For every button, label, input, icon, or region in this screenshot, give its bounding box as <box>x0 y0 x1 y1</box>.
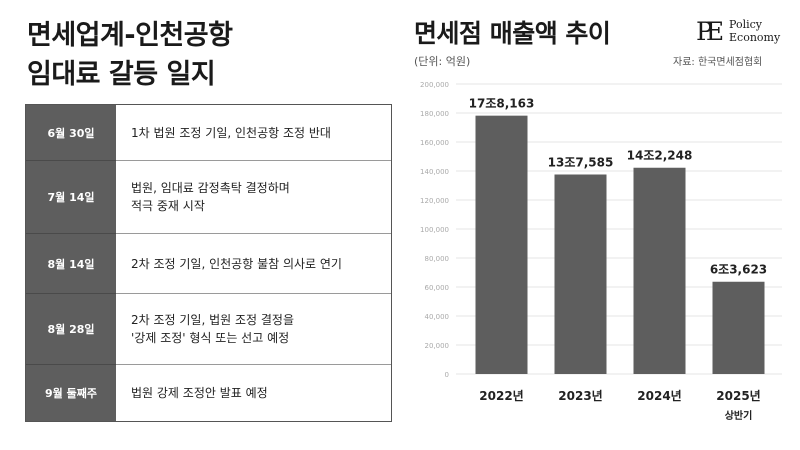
timeline-row: 7월 14일 법원, 임대료 감정촉탁 결정하며 적극 중재 시작 <box>26 161 391 234</box>
timeline-date: 6월 30일 <box>26 105 116 161</box>
y-tick-label: 200,000 <box>420 81 449 89</box>
timeline-desc-line: '강제 조정' 형식 또는 선고 예정 <box>131 331 290 345</box>
x-tick-label: 2023년 <box>558 389 602 403</box>
data-label: 14조2,248 <box>627 149 693 163</box>
timeline-date: 9월 둘째주 <box>26 365 116 421</box>
y-tick-label: 140,000 <box>420 168 449 176</box>
timeline-date: 7월 14일 <box>26 161 116 234</box>
y-tick-label: 40,000 <box>425 313 450 321</box>
data-label: 17조8,163 <box>469 97 535 111</box>
timeline-desc-line: 2차 조정 기일, 법원 조정 결정을 <box>131 313 295 327</box>
left-title-line-1: 면세업계-인천공항 <box>27 20 233 51</box>
y-tick-label: 60,000 <box>425 284 450 292</box>
timeline-table: 6월 30일 1차 법원 조정 기일, 인천공항 조정 반대 7월 14일 법원… <box>25 104 392 422</box>
logo-text-line-2: Economy <box>729 31 781 44</box>
y-tick-label: 80,000 <box>425 255 450 263</box>
bar <box>554 174 607 374</box>
chart-title: 면세점 매출액 추이 <box>414 19 611 48</box>
timeline-desc: 2차 조정 기일, 법원 조정 결정을 '강제 조정' 형식 또는 선고 예정 <box>116 294 391 365</box>
x-tick-label: 2022년 <box>479 389 523 403</box>
timeline-desc-line: 1차 법원 조정 기일, 인천공항 조정 반대 <box>131 125 331 140</box>
y-tick-label: 20,000 <box>425 342 450 350</box>
bar <box>475 115 528 375</box>
timeline-desc-line: 2차 조정 기일, 인천공항 불참 의사로 연기 <box>131 256 342 271</box>
source-label: 자료: 한국면세점협회 <box>673 57 763 68</box>
unit-label: (단위: 억원) <box>414 55 471 68</box>
timeline-row: 9월 둘째주 법원 강제 조정안 발표 예정 <box>26 365 391 421</box>
timeline-row: 8월 14일 2차 조정 기일, 인천공항 불참 의사로 연기 <box>26 234 391 294</box>
x-tick-label: 2025년 <box>716 389 760 403</box>
policy-economy-logo: PE Policy Economy <box>696 17 786 47</box>
timeline-desc-line: 법원 강제 조정안 발표 예정 <box>131 386 268 400</box>
y-tick-label: 180,000 <box>420 110 449 118</box>
y-tick-label: 120,000 <box>420 197 449 205</box>
logo-text-line-1: Policy <box>729 18 762 31</box>
timeline-desc: 법원 강제 조정안 발표 예정 <box>116 365 391 421</box>
timeline-desc-line: 적극 중재 시작 <box>131 199 205 213</box>
left-title-line-2: 임대료 갈등 일지 <box>27 59 216 90</box>
y-tick-label: 0 <box>445 371 449 379</box>
y-tick-label: 160,000 <box>420 139 449 147</box>
timeline-desc: 법원, 임대료 감정촉탁 결정하며 적극 중재 시작 <box>116 161 391 234</box>
x-tick-label: 2024년 <box>637 389 681 403</box>
logo-text: Policy Economy <box>729 18 780 44</box>
bar <box>633 167 686 374</box>
timeline-desc: 2차 조정 기일, 인천공항 불참 의사로 연기 <box>116 234 391 294</box>
data-label: 6조3,623 <box>710 263 767 277</box>
y-tick-label: 100,000 <box>420 226 449 234</box>
timeline-row: 6월 30일 1차 법원 조정 기일, 인천공항 조정 반대 <box>26 105 391 161</box>
bar <box>712 281 765 374</box>
x-tick-sublabel: 상반기 <box>725 409 753 422</box>
timeline-row: 8월 28일 2차 조정 기일, 법원 조정 결정을 '강제 조정' 형식 또는… <box>26 294 391 365</box>
left-title: 면세업계-인천공항 임대료 갈등 일지 <box>27 16 233 94</box>
timeline-date: 8월 28일 <box>26 294 116 365</box>
timeline-date: 8월 14일 <box>26 234 116 294</box>
timeline-desc: 1차 법원 조정 기일, 인천공항 조정 반대 <box>116 105 391 161</box>
timeline-desc-line: 법원, 임대료 감정촉탁 결정하며 <box>131 181 290 195</box>
data-label: 13조7,585 <box>548 156 614 170</box>
